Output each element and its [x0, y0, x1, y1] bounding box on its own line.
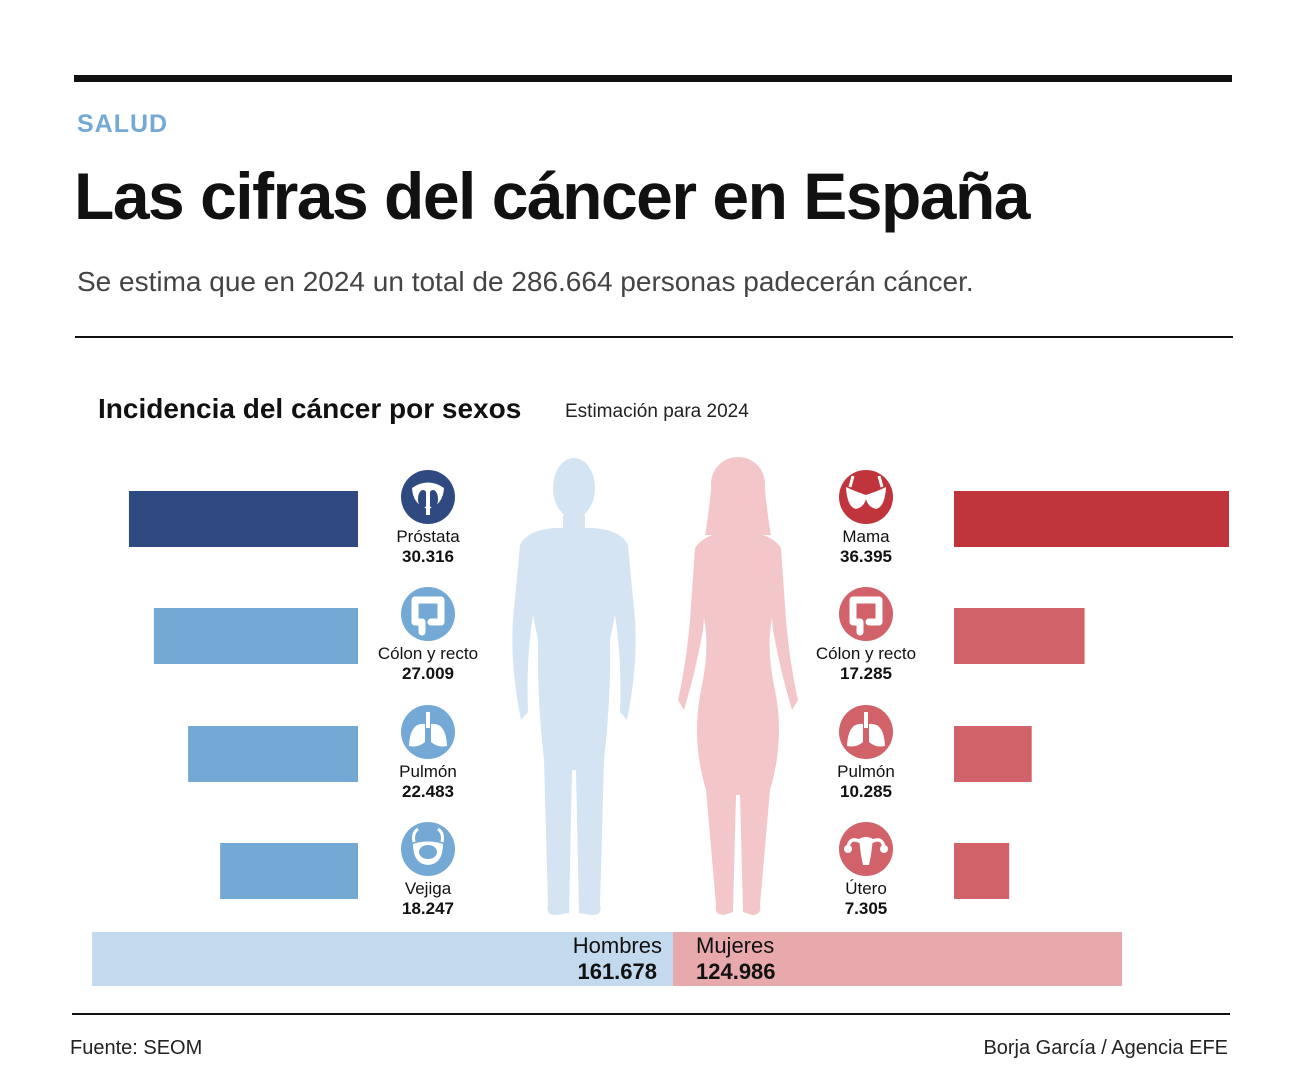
- bar-value-women-2: 17.285: [840, 664, 892, 683]
- page-title: Las cifras del cáncer en España: [74, 159, 1031, 233]
- colon-icon: [839, 587, 893, 641]
- source-note: Fuente: SEOM: [70, 1037, 203, 1059]
- bar-men-4: [220, 843, 358, 899]
- top-rule: [74, 75, 1232, 82]
- uterus-icon: [839, 822, 893, 876]
- bar-label-women-4: Útero: [845, 879, 887, 898]
- colon-icon: [401, 587, 455, 641]
- total-bar-men: [92, 932, 673, 986]
- bar-women-1: [954, 491, 1229, 547]
- total-value-women: 124.986: [696, 959, 776, 984]
- total-label-men: Hombres: [573, 933, 662, 958]
- bar-men-1: [128, 491, 358, 547]
- woman-silhouette: [678, 457, 798, 915]
- total-value-men: 161.678: [577, 959, 657, 984]
- section-tag: SALUD: [77, 110, 169, 138]
- bar-women-3: [954, 726, 1032, 782]
- credit-note: Borja García / Agencia EFE: [983, 1037, 1228, 1059]
- divider: [75, 336, 1233, 338]
- bar-men-3: [188, 726, 358, 782]
- bar-label-women-2: Cólon y recto: [816, 644, 916, 663]
- chart-subtitle: Estimación para 2024: [565, 401, 749, 422]
- total-label-women: Mujeres: [696, 933, 774, 958]
- man-silhouette: [512, 458, 636, 915]
- bar-label-men-4: Vejiga: [405, 879, 452, 898]
- bar-men-2: [153, 608, 358, 664]
- chart-title: Incidencia del cáncer por sexos: [98, 393, 522, 424]
- bar-value-women-3: 10.285: [840, 782, 892, 801]
- bar-label-women-1: Mama: [842, 527, 890, 546]
- lungs-icon: [839, 705, 893, 759]
- bar-label-men-1: Próstata: [396, 527, 460, 546]
- bar-value-men-1: 30.316: [402, 547, 454, 566]
- page-subtitle: Se estima que en 2024 un total de 286.66…: [77, 266, 974, 297]
- lungs-icon: [401, 705, 455, 759]
- bar-value-men-3: 22.483: [402, 782, 454, 801]
- bar-women-2: [954, 608, 1085, 664]
- bladder-icon: [401, 822, 455, 876]
- footer-rule: [72, 1013, 1230, 1015]
- bar-women-4: [954, 843, 1010, 899]
- total-bar-women: [673, 932, 1123, 986]
- bar-value-women-1: 36.395: [840, 547, 892, 566]
- prostate-icon: [401, 470, 455, 524]
- bar-label-men-3: Pulmón: [399, 762, 457, 781]
- bar-label-men-2: Cólon y recto: [378, 644, 478, 663]
- bar-value-men-2: 27.009: [402, 664, 454, 683]
- bar-value-women-4: 7.305: [845, 899, 888, 918]
- bar-value-men-4: 18.247: [402, 899, 454, 918]
- breast-icon: [839, 470, 893, 524]
- bar-label-women-3: Pulmón: [837, 762, 895, 781]
